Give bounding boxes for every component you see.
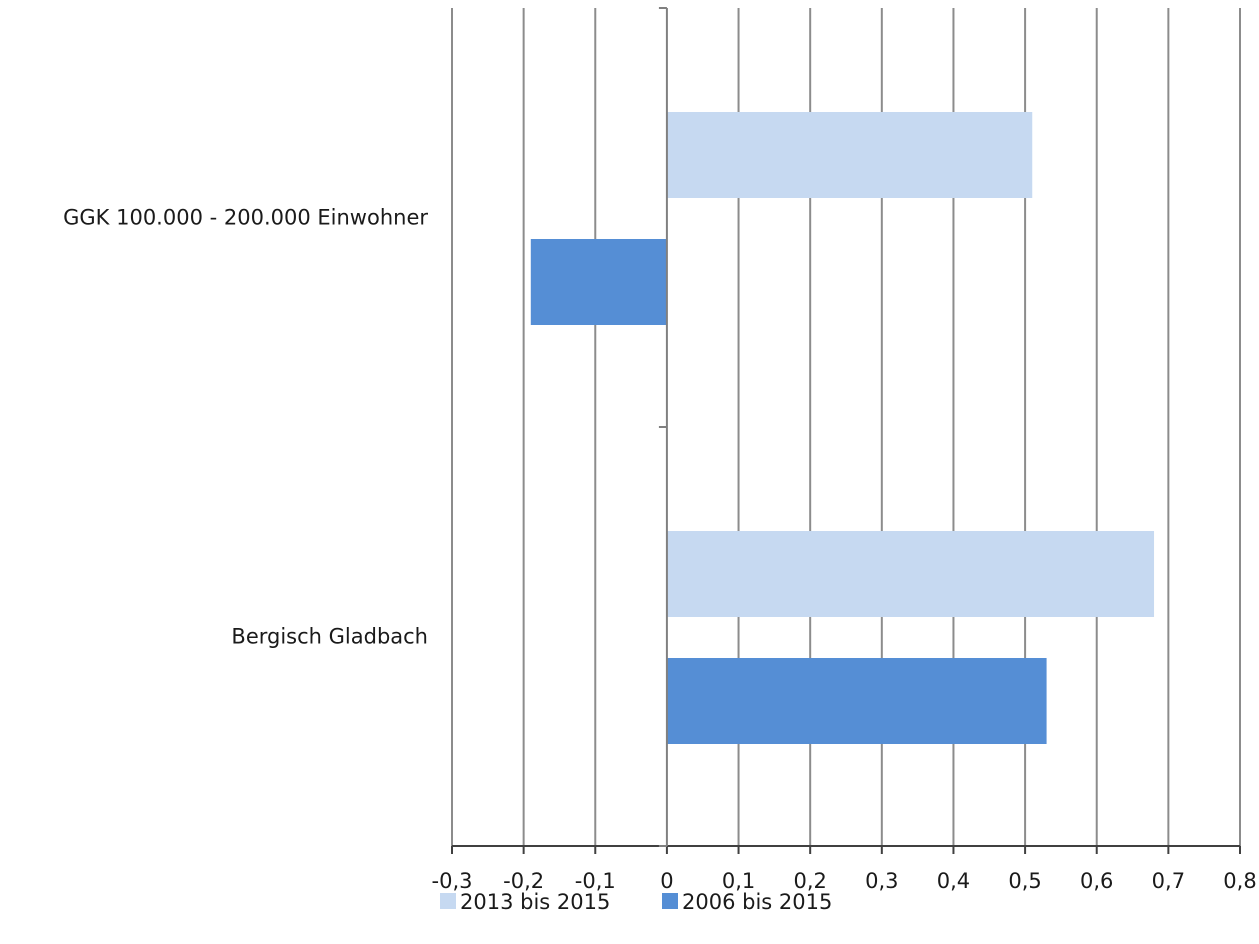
x-tick-labels: -0,3 -0,2 -0,1 0 0,1 0,2 0,3 0,4 0,5 0,6 0,7 0,8 [432, 869, 1257, 893]
x-tick-label: -0,2 [503, 869, 544, 893]
category-label: GGK 100.000 - 200.000 Einwohner [63, 206, 428, 230]
bar [666, 658, 1047, 744]
x-tick-label: 0,8 [1223, 869, 1256, 893]
legend: 2013 bis 2015 2006 bis 2015 [440, 890, 832, 914]
legend-swatch [662, 893, 678, 909]
x-tick-label: 0,4 [937, 869, 970, 893]
x-tick-label: -0,3 [432, 869, 473, 893]
x-tick-label: 0,2 [793, 869, 826, 893]
x-tick-label: 0 [660, 869, 673, 893]
x-tick-label: 0,6 [1080, 869, 1113, 893]
category-label: Bergisch Gladbach [231, 625, 428, 649]
bars [530, 112, 1155, 744]
x-tick-label: 0,1 [722, 869, 755, 893]
x-tick-label: 0,7 [1152, 869, 1185, 893]
bar [530, 239, 667, 325]
bar [666, 112, 1033, 198]
x-tick-label: 0,3 [865, 869, 898, 893]
x-tick-label: 0,5 [1008, 869, 1041, 893]
category-labels: GGK 100.000 - 200.000 Einwohner Bergisch … [63, 206, 428, 649]
legend-swatch [440, 893, 456, 909]
x-tick-label: -0,1 [575, 869, 616, 893]
bar [666, 531, 1155, 617]
legend-label: 2006 bis 2015 [682, 890, 832, 914]
axes [451, 7, 1241, 854]
legend-label: 2013 bis 2015 [460, 890, 610, 914]
